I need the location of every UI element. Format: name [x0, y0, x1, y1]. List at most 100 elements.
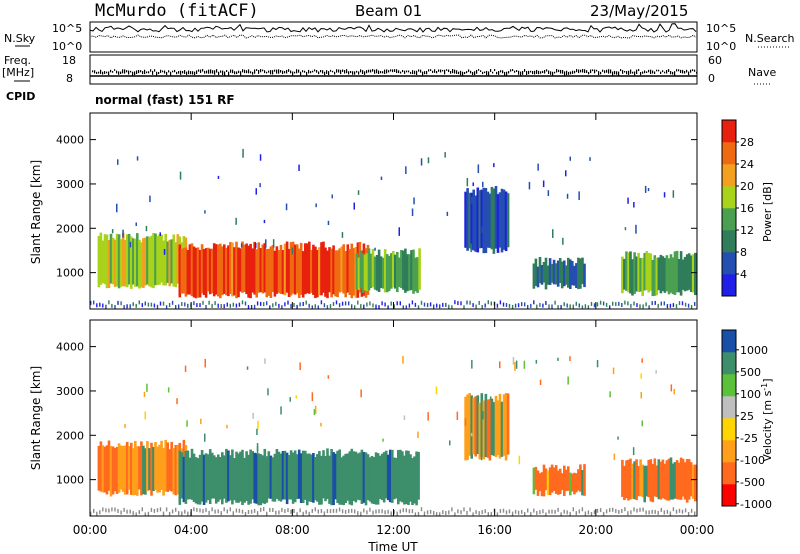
freq-mark: [440, 69, 442, 73]
ground-scatter: [244, 512, 247, 516]
ground-scatter: [426, 510, 429, 515]
freq-mark: [106, 71, 108, 74]
noise-point: [289, 397, 291, 402]
freq-mark: [514, 70, 516, 73]
ground-scatter: [202, 300, 204, 305]
freq-mark: [238, 70, 240, 74]
freq-mark: [692, 69, 694, 72]
ground-scatter: [156, 508, 159, 513]
colorbar-tick-label: -25: [740, 432, 758, 445]
ground-scatter: [499, 509, 502, 514]
data-cell: [542, 464, 546, 497]
ground-scatter: [102, 303, 104, 308]
noise-point: [496, 428, 498, 437]
freq-mark: [586, 70, 588, 73]
data-cell: [162, 240, 165, 286]
ground-scatter: [648, 305, 650, 310]
ground-scatter: [390, 511, 392, 516]
data-cell: [546, 470, 550, 496]
ground-scatter: [566, 510, 568, 515]
freq-mark: [496, 71, 498, 75]
data-cell: [314, 457, 317, 501]
data-cell: [148, 236, 151, 287]
noise-point: [184, 365, 187, 372]
freq-mark: [490, 69, 492, 72]
ground-scatter: [235, 303, 238, 308]
data-cell: [130, 442, 133, 495]
freq-mark: [340, 69, 342, 75]
data-cell: [140, 441, 143, 496]
ground-scatter: [539, 302, 541, 307]
data-cell: [362, 452, 366, 503]
data-cell: [552, 467, 556, 491]
ground-scatter: [563, 509, 565, 514]
ground-scatter: [223, 507, 225, 512]
data-cell: [538, 257, 542, 284]
data-cell: [484, 393, 488, 457]
noise-point: [515, 360, 518, 369]
freq-mark: [180, 70, 182, 75]
ground-scatter: [126, 304, 128, 309]
nave-tick-high: 60: [708, 54, 722, 67]
ground-scatter: [205, 508, 207, 513]
freq-mark: [200, 69, 202, 74]
ground-scatter: [575, 301, 577, 306]
freq-mark: [612, 71, 614, 76]
ground-scatter: [590, 301, 593, 306]
colorbar-tick-label: 100: [740, 388, 761, 401]
data-cell: [138, 239, 141, 289]
data-cell: [259, 454, 263, 506]
freq-mark: [628, 70, 630, 75]
data-cell: [324, 247, 327, 297]
colorbar-tick-label: 1000: [740, 344, 768, 357]
freq-mark: [662, 70, 664, 73]
data-cell: [396, 252, 399, 293]
y-tick-label: 1000: [56, 267, 84, 280]
data-cell: [125, 441, 129, 495]
ground-scatter: [147, 302, 150, 307]
data-cell: [486, 191, 490, 248]
data-cell: [269, 246, 273, 298]
ground-scatter: [609, 305, 611, 310]
freq-mark: [338, 69, 340, 73]
freq-mark: [690, 69, 692, 73]
data-cell: [99, 232, 103, 285]
data-cell: [410, 250, 413, 291]
ground-scatter: [105, 508, 107, 513]
data-cell: [393, 457, 396, 500]
data-cell: [567, 466, 570, 491]
freq-mark: [388, 70, 390, 73]
noise-point: [255, 243, 257, 248]
data-cell: [470, 192, 473, 250]
freq-mark: [194, 71, 196, 76]
data-cell: [265, 456, 269, 503]
freq-mark: [580, 69, 582, 73]
ground-scatter: [184, 302, 186, 307]
data-cell: [267, 248, 271, 296]
data-cell: [196, 247, 200, 298]
ground-scatter: [153, 508, 156, 513]
data-cell: [482, 187, 486, 254]
ground-scatter: [472, 303, 474, 308]
noise-point: [285, 203, 288, 211]
freq-mark: [494, 69, 496, 72]
ground-scatter: [694, 511, 696, 516]
data-cell: [105, 234, 109, 289]
freq-mark: [208, 69, 210, 74]
ground-scatter: [235, 508, 238, 513]
freq-mark: [308, 69, 310, 74]
freq-mark: [674, 71, 676, 76]
data-cell: [204, 248, 208, 298]
freq-mark: [450, 71, 452, 74]
data-cell: [320, 242, 323, 296]
noise-point: [578, 191, 580, 200]
data-cell: [225, 448, 228, 503]
freq-mark: [522, 70, 524, 75]
data-cell: [346, 244, 350, 293]
data-cell: [123, 240, 127, 287]
freq-mark: [482, 71, 484, 75]
freq-mark: [98, 71, 100, 74]
data-cell: [415, 451, 418, 506]
ground-scatter: [581, 507, 584, 512]
data-cell: [241, 241, 244, 293]
